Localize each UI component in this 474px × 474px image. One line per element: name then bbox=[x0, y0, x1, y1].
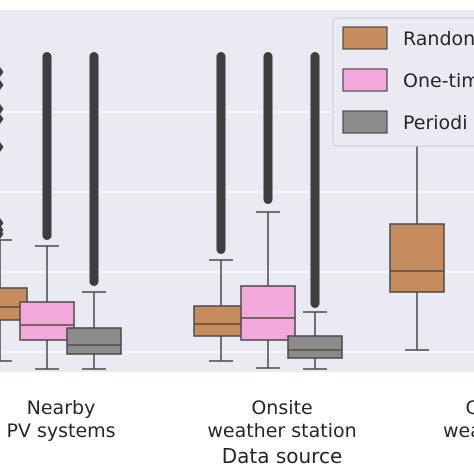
box-one_time-cat1 bbox=[240, 52, 296, 369]
box-periodic-cat0 bbox=[66, 52, 122, 370]
outlier-band bbox=[310, 52, 320, 308]
outlier-band bbox=[42, 52, 52, 240]
outlier-point-2 bbox=[0, 218, 4, 228]
x-tick-label-0-line1: PV systems bbox=[6, 420, 115, 442]
x-tick-label-1-line1: weather station bbox=[207, 420, 356, 442]
x-tick-label-2-line0: Ca bbox=[466, 397, 474, 419]
box-one_time-cat0 bbox=[19, 52, 75, 370]
legend-swatch-periodic bbox=[342, 110, 388, 134]
box-iqr bbox=[19, 301, 75, 341]
box-random-cat1 bbox=[193, 52, 249, 362]
box-iqr bbox=[240, 285, 296, 341]
outlier-point-4 bbox=[0, 114, 4, 124]
outlier-point-3 bbox=[0, 142, 4, 152]
legend-label-one_time: One-tim bbox=[403, 70, 474, 92]
outlier-point-5 bbox=[0, 104, 4, 114]
box-iqr bbox=[66, 327, 122, 355]
box-iqr bbox=[389, 223, 445, 293]
box-periodic-cat1 bbox=[287, 52, 343, 370]
x-tick-label-2-line1: weathe bbox=[443, 420, 474, 442]
box-iqr bbox=[287, 335, 343, 359]
legend-label-random: Randon bbox=[403, 28, 474, 50]
legend-swatch-one_time bbox=[342, 68, 388, 92]
legend: Randon One-tim Periodi bbox=[332, 17, 474, 147]
legend-label-periodic: Periodi bbox=[403, 112, 468, 134]
outlier-band bbox=[89, 52, 99, 286]
boxes-layer bbox=[0, 52, 445, 370]
x-tick-label-1-line0: Onsite bbox=[251, 397, 312, 419]
box-iqr bbox=[193, 305, 249, 337]
outlier-band bbox=[263, 52, 273, 204]
outlier-point-7 bbox=[0, 67, 4, 77]
x-axis-label: Data source bbox=[222, 444, 343, 468]
outlier-point-6 bbox=[0, 80, 4, 90]
outlier-point-1 bbox=[0, 225, 4, 235]
x-tick-label-0-line0: Nearby bbox=[27, 397, 96, 419]
outlier-band bbox=[216, 52, 226, 254]
box-random-cat2 bbox=[389, 69, 445, 351]
legend-swatch-random bbox=[342, 26, 388, 50]
